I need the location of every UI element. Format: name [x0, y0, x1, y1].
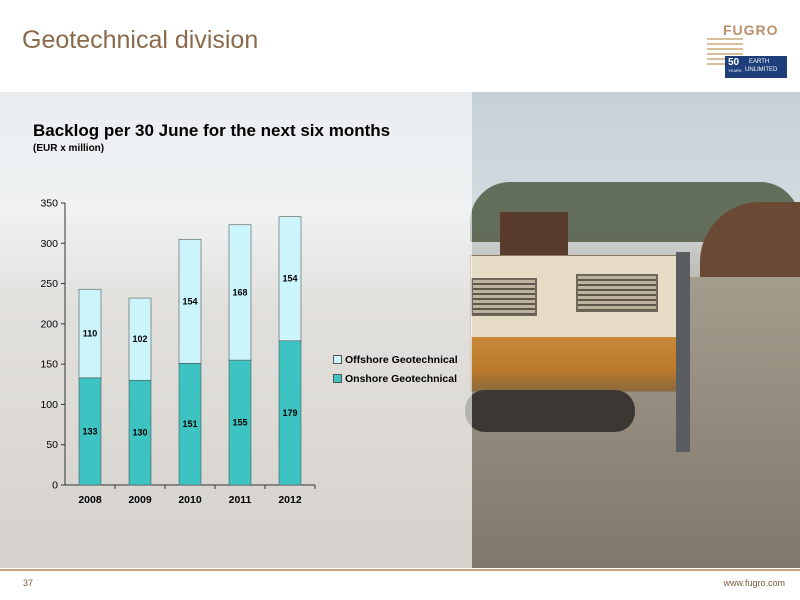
y-tick-label: 300 — [40, 238, 58, 250]
page-number: 37 — [23, 578, 34, 588]
photo-drilling-machine — [470, 255, 677, 392]
y-tick-label: 150 — [40, 359, 58, 371]
bar-offshore-2008 — [78, 288, 102, 379]
fugro-logo: FUGRO 50 YEARS EARTH UNLIMITED — [707, 20, 789, 82]
bar-offshore-2012 — [278, 216, 302, 342]
photo-drill-mast — [676, 252, 690, 452]
data-label-onshore: 179 — [282, 408, 297, 418]
logo-anniversary-badge: 50 YEARS EARTH UNLIMITED — [725, 56, 787, 78]
legend-swatch-offshore — [333, 355, 342, 364]
legend-label-offshore: Offshore Geotechnical — [345, 353, 458, 366]
x-tick-label: 2011 — [229, 494, 252, 506]
chart-title: Backlog per 30 June for the next six mon… — [33, 121, 391, 140]
photo-crawler-track — [465, 390, 635, 432]
data-label-offshore: 110 — [83, 329, 98, 339]
y-tick-label: 350 — [40, 198, 58, 210]
footer-url: www.fugro.com — [723, 578, 785, 588]
y-tick-label: 250 — [40, 278, 58, 290]
chart-legend: Offshore Geotechnical Onshore Geotechnic… — [333, 350, 458, 388]
logo-badge-line2: UNLIMITED — [745, 67, 778, 73]
y-tick-label: 0 — [52, 480, 58, 492]
slide-header: Geotechnical division FUGRO 50 YEARS EAR… — [0, 0, 800, 92]
footer-rule — [0, 569, 800, 571]
bar-offshore-2010 — [178, 238, 202, 364]
logo-badge-number: 50 — [728, 57, 740, 68]
page-title: Geotechnical division — [22, 26, 259, 54]
data-label-onshore: 130 — [132, 428, 147, 438]
y-tick-label: 200 — [40, 318, 58, 330]
logo-badge-line1: EARTH — [749, 59, 770, 65]
data-label-offshore: 102 — [132, 334, 147, 344]
x-tick-label: 2009 — [128, 494, 152, 506]
logo-word: FUGRO — [723, 22, 779, 38]
data-label-onshore: 133 — [82, 426, 97, 436]
x-tick-label: 2008 — [78, 494, 102, 506]
legend-swatch-onshore — [333, 374, 342, 383]
y-tick-label: 50 — [46, 439, 58, 451]
logo-badge-years: YEARS — [728, 68, 742, 73]
chart-subtitle: (EUR x million) — [33, 143, 105, 154]
data-label-onshore: 155 — [232, 418, 247, 428]
x-tick-label: 2010 — [178, 494, 202, 506]
x-tick-label: 2012 — [278, 494, 302, 506]
legend-label-onshore: Onshore Geotechnical — [345, 372, 458, 385]
machine-vent — [471, 278, 537, 316]
data-label-offshore: 154 — [182, 296, 197, 306]
legend-item-onshore: Onshore Geotechnical — [333, 369, 458, 388]
data-label-offshore: 154 — [282, 274, 297, 284]
y-tick-label: 100 — [40, 399, 58, 411]
machine-window — [576, 274, 658, 312]
bar-offshore-2009 — [128, 297, 152, 381]
legend-item-offshore: Offshore Geotechnical — [333, 350, 458, 369]
data-label-onshore: 151 — [182, 419, 197, 429]
data-label-offshore: 168 — [232, 287, 247, 297]
photo-hut — [500, 212, 568, 260]
bar-offshore-2011 — [228, 224, 252, 361]
background-photo — [0, 92, 800, 568]
